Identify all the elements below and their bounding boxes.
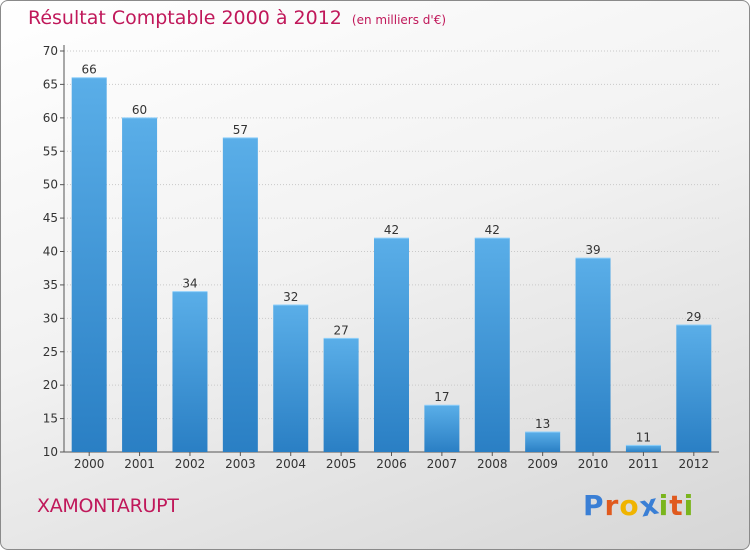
bar bbox=[424, 405, 460, 452]
logo-letter: i bbox=[658, 489, 670, 522]
bar bbox=[474, 238, 510, 452]
data-label: 17 bbox=[434, 390, 449, 404]
y-tick-label: 10 bbox=[43, 445, 58, 459]
y-tick-label: 35 bbox=[43, 278, 58, 292]
y-tick-label: 65 bbox=[43, 77, 58, 91]
logo-letter: i bbox=[683, 489, 695, 522]
x-tick-label: 2003 bbox=[225, 457, 256, 471]
logo-letter: P bbox=[583, 489, 605, 522]
city-name: XAMONTARUPT bbox=[37, 495, 179, 517]
data-label: 27 bbox=[333, 323, 348, 337]
bar bbox=[71, 77, 107, 452]
data-label: 13 bbox=[535, 417, 550, 431]
bar bbox=[374, 238, 409, 452]
x-tick-label: 2001 bbox=[124, 457, 155, 471]
data-label: 11 bbox=[636, 430, 651, 444]
bar bbox=[273, 304, 309, 452]
x-tick-label: 2011 bbox=[628, 457, 659, 471]
proxiti-logo: Proxiti bbox=[583, 487, 695, 523]
y-tick-label: 30 bbox=[43, 311, 58, 325]
bar bbox=[172, 291, 208, 452]
chart-title-block: Résultat Comptable 2000 à 2012 (en millie… bbox=[28, 7, 446, 29]
logo-letter: r bbox=[604, 489, 620, 522]
chart-title: Résultat Comptable 2000 à 2012 bbox=[28, 7, 342, 29]
x-tick-label: 2000 bbox=[74, 457, 105, 471]
y-tick-label: 15 bbox=[43, 412, 58, 426]
x-tick-label: 2009 bbox=[527, 457, 558, 471]
x-tick-label: 2004 bbox=[275, 457, 306, 471]
logo-letter: t bbox=[669, 489, 684, 522]
bar bbox=[222, 137, 258, 452]
bar bbox=[625, 445, 661, 452]
y-tick-label: 45 bbox=[43, 211, 58, 225]
x-tick-label: 2002 bbox=[175, 457, 206, 471]
data-label: 42 bbox=[384, 223, 399, 237]
bar bbox=[676, 325, 712, 452]
y-tick-label: 20 bbox=[43, 378, 58, 392]
x-tick-label: 2010 bbox=[578, 457, 609, 471]
bar bbox=[575, 258, 611, 452]
y-tick-label: 25 bbox=[43, 345, 58, 359]
y-tick-label: 50 bbox=[43, 178, 58, 192]
data-label: 42 bbox=[485, 223, 500, 237]
logo-letter: o bbox=[619, 489, 640, 522]
bar bbox=[323, 338, 359, 452]
data-label: 60 bbox=[132, 103, 147, 117]
x-tick-label: 2005 bbox=[326, 457, 357, 471]
y-tick-label: 55 bbox=[43, 144, 58, 158]
x-tick-label: 2007 bbox=[427, 457, 458, 471]
data-label: 34 bbox=[182, 277, 197, 291]
y-tick-label: 70 bbox=[43, 44, 58, 58]
chart-subtitle: (en milliers d'€) bbox=[351, 13, 447, 27]
y-tick-label: 60 bbox=[43, 111, 58, 125]
data-label: 39 bbox=[585, 243, 600, 257]
bar bbox=[525, 431, 561, 452]
x-tick-label: 2006 bbox=[376, 457, 407, 471]
data-label: 57 bbox=[233, 123, 248, 137]
x-tick-label: 2012 bbox=[679, 457, 710, 471]
y-tick-label: 40 bbox=[43, 245, 58, 259]
data-label: 66 bbox=[82, 63, 97, 77]
bar bbox=[122, 117, 158, 452]
x-tick-label: 2008 bbox=[477, 457, 508, 471]
data-label: 32 bbox=[283, 290, 298, 304]
data-label: 29 bbox=[686, 310, 701, 324]
